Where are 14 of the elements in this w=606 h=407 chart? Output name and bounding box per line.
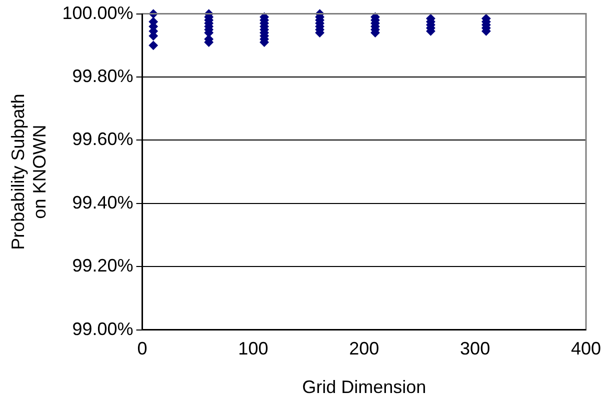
x-tick-label: 400 — [570, 338, 602, 359]
x-tick-label: 100 — [238, 338, 268, 359]
y-tick-label: 99.40% — [72, 192, 134, 212]
x-axis-title: Grid Dimension — [302, 377, 426, 398]
x-tick-label: 0 — [137, 338, 148, 359]
x-tick-label: 200 — [349, 338, 380, 359]
y-tick-label: 99.80% — [72, 66, 134, 86]
y-tick-label: 99.60% — [72, 129, 134, 150]
y-tick-label: 99.20% — [72, 256, 134, 276]
y-axis-title: Probability Subpath on KNOWN — [8, 94, 50, 250]
y-tick-label: 100.00% — [62, 2, 134, 23]
y-tick-label: 99.00% — [72, 318, 134, 339]
x-tick-label: 300 — [460, 338, 490, 359]
point — [148, 40, 158, 50]
